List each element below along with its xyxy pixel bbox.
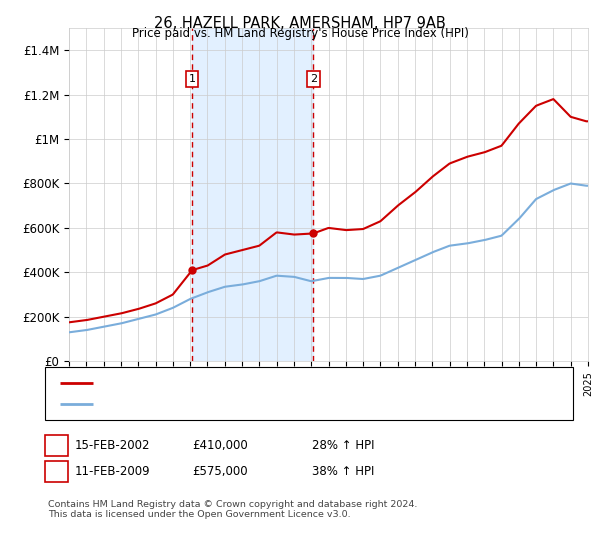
Text: HPI: Average price, detached house, Buckinghamshire: HPI: Average price, detached house, Buck… xyxy=(99,399,396,409)
Text: 28% ↑ HPI: 28% ↑ HPI xyxy=(312,438,374,452)
Text: £410,000: £410,000 xyxy=(192,438,248,452)
Text: Price paid vs. HM Land Registry's House Price Index (HPI): Price paid vs. HM Land Registry's House … xyxy=(131,27,469,40)
Bar xyxy=(192,28,313,361)
Text: 2: 2 xyxy=(310,74,317,84)
Text: Contains HM Land Registry data © Crown copyright and database right 2024.
This d: Contains HM Land Registry data © Crown c… xyxy=(48,500,418,519)
Text: 26, HAZELL PARK, AMERSHAM, HP7 9AB: 26, HAZELL PARK, AMERSHAM, HP7 9AB xyxy=(154,16,446,31)
Text: 1: 1 xyxy=(188,74,196,84)
Text: 26, HAZELL PARK, AMERSHAM, HP7 9AB (detached house): 26, HAZELL PARK, AMERSHAM, HP7 9AB (deta… xyxy=(99,378,418,388)
Text: 38% ↑ HPI: 38% ↑ HPI xyxy=(312,465,374,478)
Text: 2: 2 xyxy=(53,465,60,478)
Text: £575,000: £575,000 xyxy=(192,465,248,478)
Text: 1: 1 xyxy=(53,438,60,452)
Text: 15-FEB-2002: 15-FEB-2002 xyxy=(75,438,151,452)
Text: 11-FEB-2009: 11-FEB-2009 xyxy=(75,465,151,478)
